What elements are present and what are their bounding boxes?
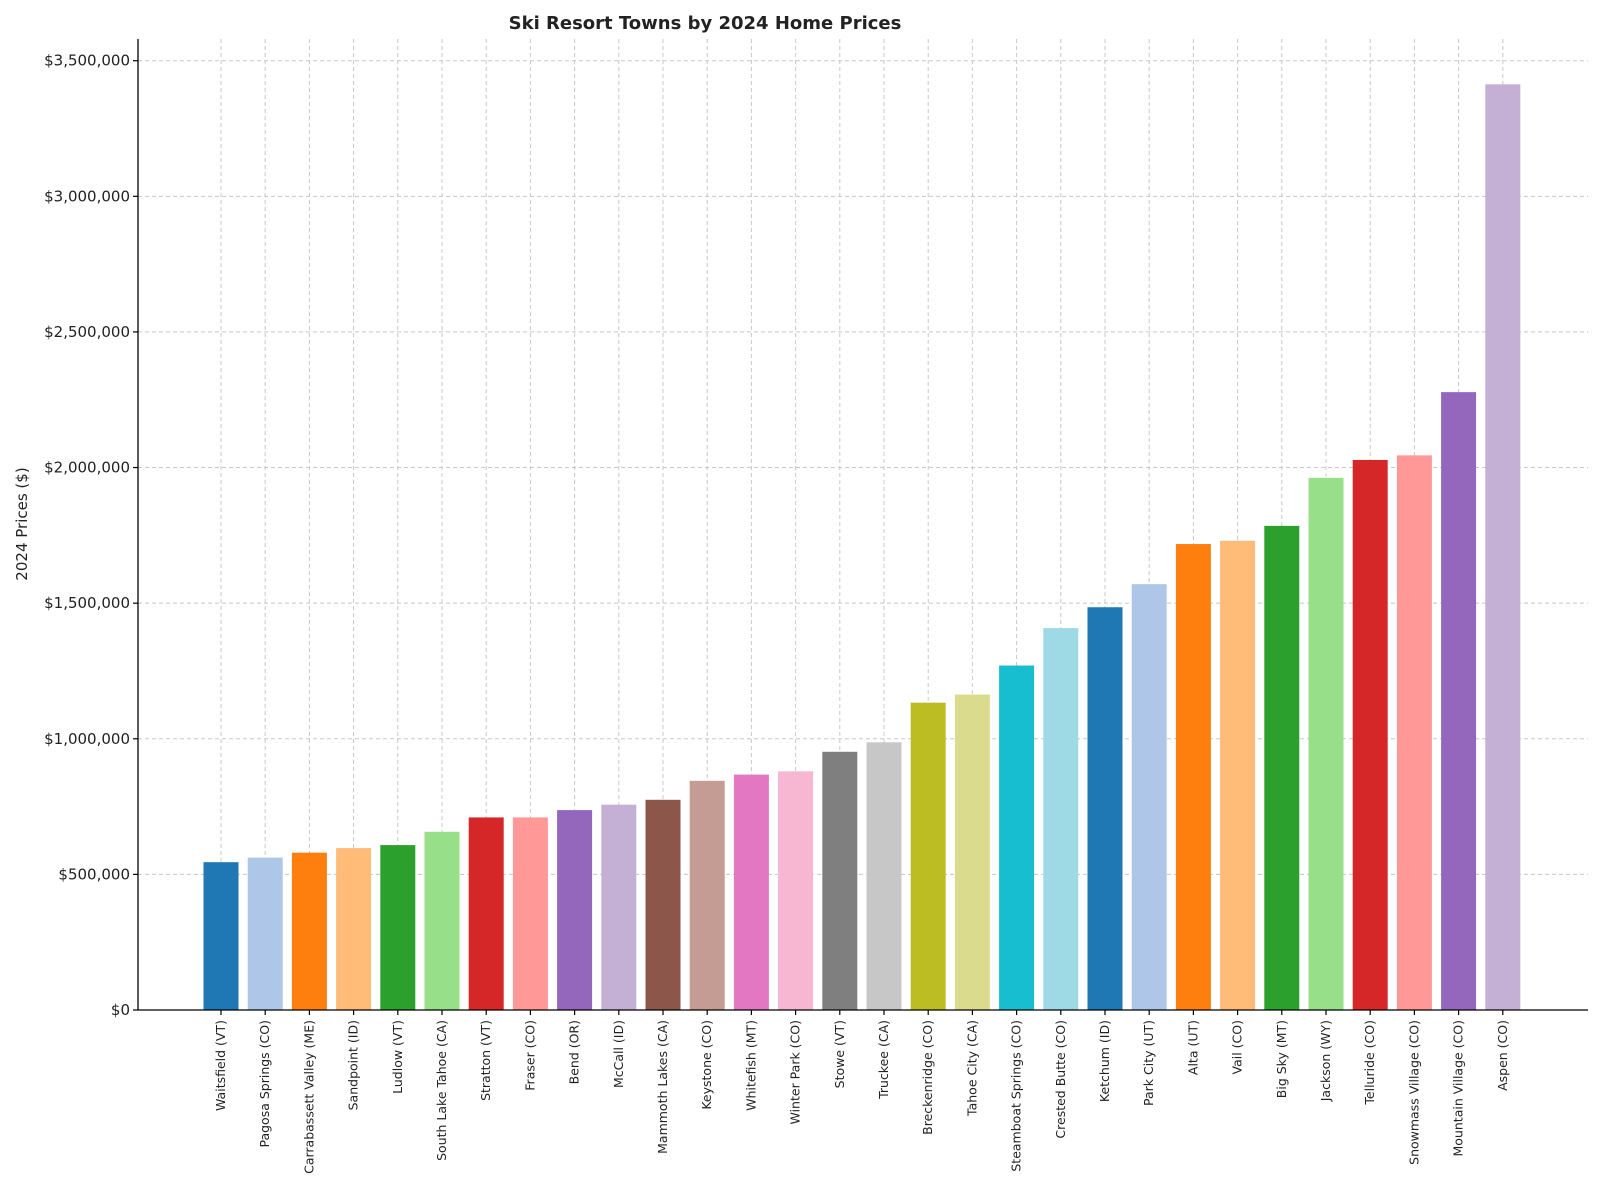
bar [336,848,372,1010]
bar [866,742,902,1010]
x-tick-label: Winter Park (CO) [788,1020,803,1125]
bar [1043,628,1079,1010]
x-tick-label: Snowmass Village (CO) [1406,1020,1421,1165]
bar [910,702,946,1010]
bar [1485,84,1521,1011]
bar [1352,459,1388,1010]
bar [203,862,239,1010]
bar [778,771,814,1010]
y-tick-label: $3,500,000 [44,52,130,70]
x-tick-label: Sandpoint (ID) [346,1020,361,1110]
x-tick-label: Mountain Village (CO) [1451,1020,1466,1156]
bar [1087,607,1123,1010]
x-tick-label: Carrabassett Valley (ME) [301,1020,316,1174]
bar [424,831,460,1010]
x-tick-label: Alta (UT) [1185,1020,1200,1075]
x-tick-label: Ludlow (VT) [390,1020,405,1094]
bar [1220,540,1256,1010]
y-tick-label: $3,000,000 [44,187,130,205]
x-tick-label: Park City (UT) [1141,1020,1156,1106]
bar [1441,392,1477,1010]
x-tick-label: Ketchum (ID) [1097,1020,1112,1102]
x-tick-label: Bend (OR) [567,1020,582,1084]
bar [1396,455,1432,1011]
bar [1175,544,1211,1010]
x-tick-label: Waitsfield (VT) [213,1020,228,1111]
bar [954,694,990,1010]
x-axis-ticks: Waitsfield (VT) Pagosa Springs (CO) Carrab… [213,1010,1510,1174]
bar [468,817,504,1010]
y-tick-label: $1,500,000 [44,594,130,612]
x-tick-label: South Lake Tahoe (CA) [434,1020,449,1161]
bar [645,799,681,1010]
bar [1308,477,1344,1010]
y-tick-label: $0 [111,1001,130,1019]
x-tick-label: Whitefish (MT) [743,1020,758,1111]
bar [1131,584,1167,1010]
bar [689,780,725,1010]
x-tick-label: Mammoth Lakes (CA) [655,1020,670,1154]
x-tick-label: Vail (CO) [1230,1020,1245,1074]
x-tick-label: McCall (ID) [611,1020,626,1088]
x-tick-label: Big Sky (MT) [1274,1020,1289,1098]
y-tick-label: $2,500,000 [44,323,130,341]
y-axis-ticks: $0 $500,000 $1,000,000 $1,500,000 $2,000,000… [44,52,138,1019]
chart-title: Ski Resort Towns by 2024 Home Prices [509,13,902,34]
x-tick-label: Crested Butte (CO) [1053,1020,1068,1139]
bar [822,751,858,1010]
y-tick-label: $2,000,000 [44,459,130,477]
bar [1264,525,1300,1010]
x-tick-label: Aspen (CO) [1495,1020,1510,1091]
x-tick-label: Pagosa Springs (CO) [257,1020,272,1148]
x-tick-label: Stratton (VT) [478,1020,493,1101]
y-axis-label: 2024 Prices ($) [13,467,31,580]
y-tick-label: $1,000,000 [44,730,130,748]
bars [203,84,1521,1011]
x-tick-label: Steamboat Springs (CO) [1009,1020,1024,1172]
bar [512,817,548,1010]
x-tick-label: Fraser (CO) [522,1020,537,1091]
x-tick-label: Jackson (WY) [1318,1020,1333,1102]
y-tick-label: $500,000 [58,865,130,883]
x-tick-label: Telluride (CO) [1362,1020,1377,1106]
bar [247,857,283,1010]
x-tick-label: Tahoe City (CA) [964,1020,979,1117]
bar [380,845,416,1010]
bar [601,804,637,1010]
x-tick-label: Truckee (CA) [876,1020,891,1100]
bar [291,852,327,1010]
x-tick-label: Breckenridge (CO) [920,1020,935,1135]
bar [999,665,1035,1010]
x-tick-label: Keystone (CO) [699,1020,714,1110]
x-tick-label: Stowe (VT) [832,1020,847,1088]
bar [733,774,769,1010]
bar [557,810,593,1010]
